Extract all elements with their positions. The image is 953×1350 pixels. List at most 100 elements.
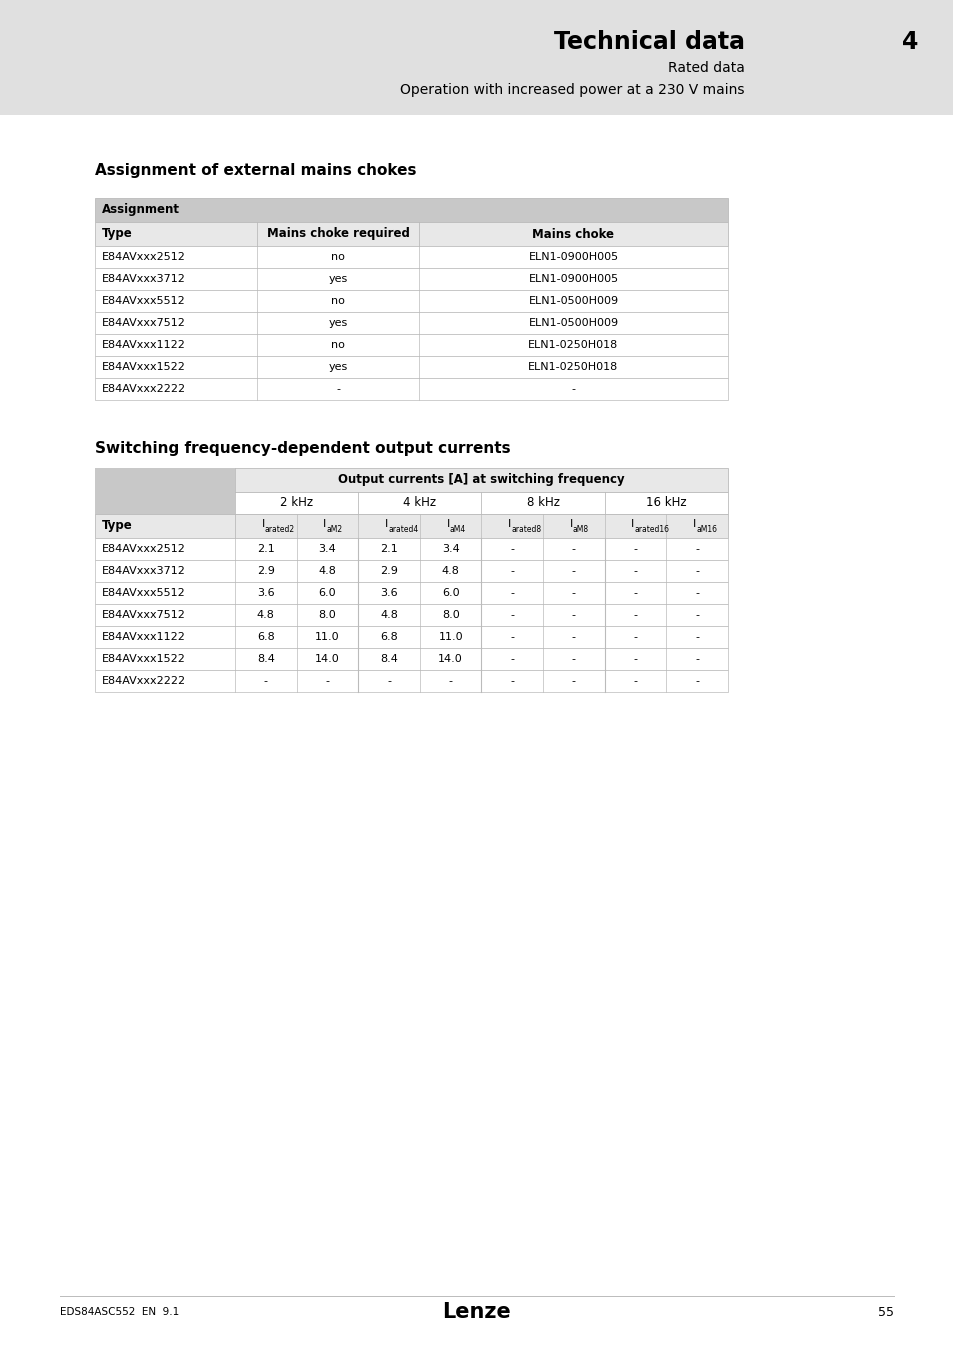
Text: 4.8: 4.8 [441,566,459,576]
Text: -: - [695,653,699,664]
Text: -: - [633,544,637,554]
Text: -: - [633,676,637,686]
Text: 6.8: 6.8 [256,632,274,643]
Text: Rated data: Rated data [667,61,744,76]
Text: -: - [335,383,339,394]
Text: Output currents [A] at switching frequency: Output currents [A] at switching frequen… [337,474,624,486]
Bar [95,290,727,312]
Text: E84AVxxx1522: E84AVxxx1522 [102,653,186,664]
Text: arated2: arated2 [265,525,294,533]
Text: -: - [572,653,576,664]
Text: -: - [633,653,637,664]
Text: E84AVxxx2222: E84AVxxx2222 [102,383,186,394]
Text: ELN1-0250H018: ELN1-0250H018 [528,340,618,350]
Text: ELN1-0500H009: ELN1-0500H009 [528,296,618,306]
Text: Lenze: Lenze [442,1301,511,1322]
Bar [95,378,727,400]
Text: 4.8: 4.8 [379,610,397,620]
Bar [95,333,727,356]
Text: E84AVxxx7512: E84AVxxx7512 [102,319,186,328]
Text: 6.0: 6.0 [441,589,459,598]
Bar [95,603,727,626]
Text: I: I [384,518,388,529]
Text: 8.0: 8.0 [318,610,336,620]
Bar [95,582,727,603]
Text: no: no [331,252,345,262]
Text: 3.4: 3.4 [318,544,336,554]
Text: 14.0: 14.0 [314,653,339,664]
Text: 6.8: 6.8 [380,632,397,643]
Text: -: - [572,566,576,576]
Text: 4.8: 4.8 [256,610,274,620]
Text: -: - [572,589,576,598]
Bar [95,491,727,514]
Text: -: - [695,589,699,598]
Text: -: - [572,632,576,643]
Text: aM2: aM2 [326,525,342,533]
Text: -: - [572,676,576,686]
Text: 8 kHz: 8 kHz [526,497,559,509]
Text: I: I [261,518,265,529]
Text: -: - [387,676,391,686]
Text: Assignment: Assignment [102,204,180,216]
Text: 6.0: 6.0 [318,589,335,598]
Text: -: - [695,632,699,643]
Bar [95,560,727,582]
Text: no: no [331,340,345,350]
Text: E84AVxxx7512: E84AVxxx7512 [102,610,186,620]
Text: arated16: arated16 [634,525,669,533]
Text: -: - [510,589,514,598]
Text: 11.0: 11.0 [438,632,462,643]
Text: 2.1: 2.1 [256,544,274,554]
Bar [95,312,727,333]
Text: E84AVxxx3712: E84AVxxx3712 [102,566,186,576]
Text: no: no [331,296,345,306]
Text: 8.4: 8.4 [256,653,274,664]
Text: -: - [448,676,453,686]
Text: 16 kHz: 16 kHz [645,497,686,509]
Text: E84AVxxx2512: E84AVxxx2512 [102,252,186,262]
Text: I: I [692,518,696,529]
Bar [95,648,727,670]
Text: arated8: arated8 [511,525,541,533]
Text: 3.6: 3.6 [380,589,397,598]
Text: E84AVxxx2222: E84AVxxx2222 [102,676,186,686]
Text: 14.0: 14.0 [437,653,462,664]
Text: ELN1-0250H018: ELN1-0250H018 [528,362,618,373]
Bar [95,491,234,514]
Text: -: - [633,589,637,598]
Text: 2.9: 2.9 [379,566,397,576]
Text: -: - [695,676,699,686]
Text: I: I [508,518,511,529]
Text: E84AVxxx2512: E84AVxxx2512 [102,544,186,554]
Text: E84AVxxx5512: E84AVxxx5512 [102,589,186,598]
Bar [95,514,727,539]
Text: I: I [569,518,573,529]
Bar [0,0,953,115]
Text: EDS84ASC552  EN  9.1: EDS84ASC552 EN 9.1 [60,1307,179,1318]
Text: I: I [323,518,326,529]
Text: Type: Type [102,520,132,532]
Text: 3.6: 3.6 [256,589,274,598]
Text: 2.1: 2.1 [380,544,397,554]
Bar [95,670,727,693]
Text: 2 kHz: 2 kHz [280,497,313,509]
Text: Operation with increased power at a 230 V mains: Operation with increased power at a 230 … [400,82,744,97]
Text: yes: yes [328,362,347,373]
Bar [95,468,727,491]
Text: -: - [510,610,514,620]
Text: E84AVxxx3712: E84AVxxx3712 [102,274,186,284]
Text: Mains choke: Mains choke [532,228,614,240]
Text: Assignment of external mains chokes: Assignment of external mains chokes [95,162,416,177]
Bar [95,198,727,221]
Text: 55: 55 [877,1305,893,1319]
Text: I: I [446,518,449,529]
Text: Mains choke required: Mains choke required [266,228,409,240]
Text: ELN1-0900H005: ELN1-0900H005 [528,274,618,284]
Bar [95,269,727,290]
Text: -: - [695,544,699,554]
Bar [95,539,727,560]
Text: 2.9: 2.9 [256,566,274,576]
Text: aM16: aM16 [696,525,717,533]
Text: -: - [571,383,575,394]
